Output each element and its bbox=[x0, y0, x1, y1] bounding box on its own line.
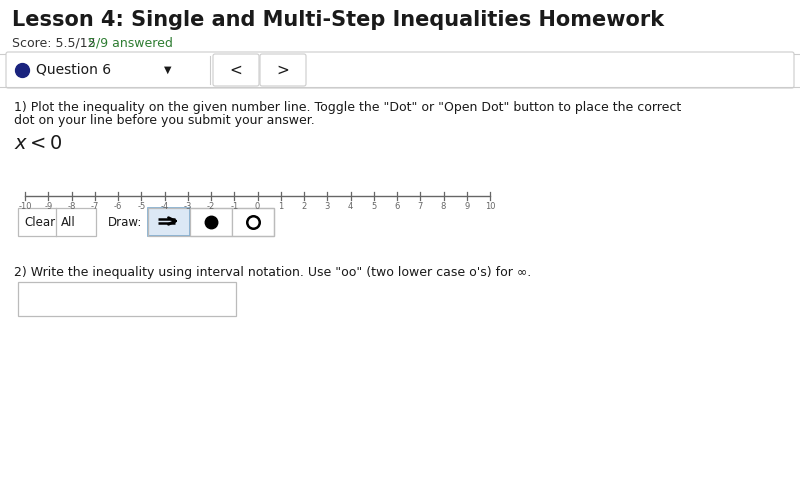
Text: 2) Write the inequality using interval notation. Use "oo" (two lower case o's) f: 2) Write the inequality using interval n… bbox=[14, 266, 531, 279]
Text: Lesson 4: Single and Multi-Step Inequalities Homework: Lesson 4: Single and Multi-Step Inequali… bbox=[12, 10, 664, 30]
Text: $x < 0$: $x < 0$ bbox=[14, 134, 63, 153]
FancyBboxPatch shape bbox=[232, 208, 274, 236]
Text: Draw:: Draw: bbox=[108, 215, 142, 229]
Text: ▼: ▼ bbox=[164, 65, 172, 75]
FancyBboxPatch shape bbox=[260, 54, 306, 86]
FancyBboxPatch shape bbox=[213, 54, 259, 86]
FancyBboxPatch shape bbox=[18, 282, 236, 316]
Text: -10: -10 bbox=[18, 202, 32, 211]
Text: Question 6: Question 6 bbox=[36, 63, 111, 77]
Text: Score: 5.5/12: Score: 5.5/12 bbox=[12, 37, 95, 50]
Text: -3: -3 bbox=[183, 202, 192, 211]
Text: 0: 0 bbox=[255, 202, 260, 211]
Text: 8: 8 bbox=[441, 202, 446, 211]
Text: -6: -6 bbox=[114, 202, 122, 211]
Text: All: All bbox=[61, 215, 75, 229]
Text: 10: 10 bbox=[485, 202, 495, 211]
Text: -9: -9 bbox=[44, 202, 52, 211]
Text: 3: 3 bbox=[325, 202, 330, 211]
FancyBboxPatch shape bbox=[148, 208, 190, 236]
Text: 5: 5 bbox=[371, 202, 376, 211]
Text: dot on your line before you submit your answer.: dot on your line before you submit your … bbox=[14, 114, 314, 127]
FancyBboxPatch shape bbox=[190, 208, 232, 236]
Text: -2: -2 bbox=[207, 202, 215, 211]
Text: 9: 9 bbox=[464, 202, 470, 211]
Text: -8: -8 bbox=[67, 202, 76, 211]
Text: -7: -7 bbox=[90, 202, 99, 211]
FancyBboxPatch shape bbox=[18, 208, 96, 236]
Text: 1) Plot the inequality on the given number line. Toggle the "Dot" or "Open Dot" : 1) Plot the inequality on the given numb… bbox=[14, 101, 682, 114]
Text: 7: 7 bbox=[418, 202, 423, 211]
Text: 6: 6 bbox=[394, 202, 400, 211]
Text: >: > bbox=[277, 63, 290, 78]
Text: 1: 1 bbox=[278, 202, 283, 211]
Text: -1: -1 bbox=[230, 202, 238, 211]
Text: -5: -5 bbox=[137, 202, 146, 211]
Text: Clear: Clear bbox=[25, 215, 55, 229]
FancyBboxPatch shape bbox=[6, 52, 794, 88]
Text: <: < bbox=[230, 63, 242, 78]
Text: 4: 4 bbox=[348, 202, 353, 211]
Text: -4: -4 bbox=[160, 202, 169, 211]
Text: 5/9 answered: 5/9 answered bbox=[88, 37, 173, 50]
Text: 2: 2 bbox=[302, 202, 306, 211]
